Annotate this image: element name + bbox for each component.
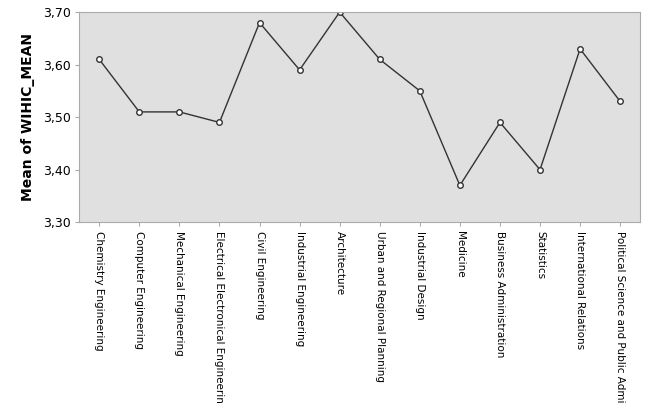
Y-axis label: Mean of WIHIC_MEAN: Mean of WIHIC_MEAN: [20, 33, 35, 201]
